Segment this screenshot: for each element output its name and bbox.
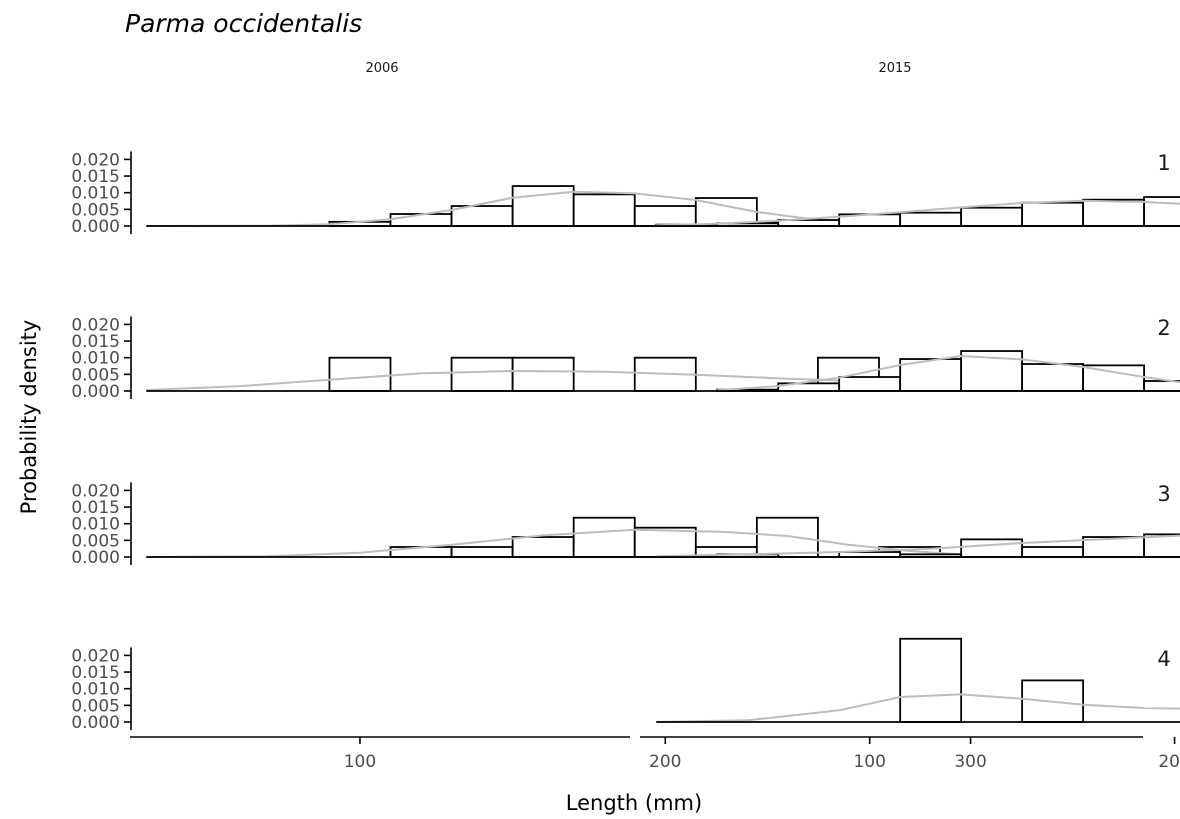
density-curve [656, 534, 1180, 558]
y-axis-label: Probability density [17, 320, 41, 515]
histogram-bar [1021, 363, 1085, 392]
row-label-2: 2 [1157, 316, 1170, 340]
y-tick-label: 0.000 [71, 217, 120, 237]
y-tick-label: 0.020 [71, 315, 120, 335]
y-tick-label: 0.020 [71, 646, 120, 666]
panel-row-3-2006 [146, 516, 1063, 558]
histogram-bar [450, 546, 514, 558]
y-tick-label: 0.010 [71, 515, 120, 535]
row-label-3: 3 [1157, 482, 1170, 506]
y-tick-label: 0.005 [71, 365, 120, 385]
y-tick-label: 0.015 [71, 498, 120, 518]
x-tick-label: 100 [344, 752, 376, 772]
histogram-bar [328, 356, 392, 392]
histogram-bar [511, 356, 575, 392]
y-tick-label: 0.010 [71, 680, 120, 700]
histogram-bar [838, 376, 902, 392]
density-curve [146, 528, 1063, 558]
histogram-bar [633, 205, 697, 227]
histogram-bar [899, 211, 963, 227]
row-label-4: 4 [1157, 647, 1170, 671]
y-tick-label: 0.015 [71, 663, 120, 683]
density-curve [656, 693, 1180, 723]
histogram-bar [450, 356, 514, 392]
panel-row-3-2015 [656, 533, 1180, 558]
histogram-bar [1021, 201, 1085, 227]
histogram-bar [1021, 546, 1085, 558]
row-label-1: 1 [1157, 151, 1170, 175]
x-tick-label: 300 [954, 752, 986, 772]
y-tick-label: 0.010 [71, 349, 120, 369]
density-curve [717, 354, 1180, 392]
y-tick-label: 0.005 [71, 696, 120, 716]
histogram-bar [572, 193, 636, 227]
histogram-bar [389, 213, 453, 227]
histogram-bar [633, 526, 697, 558]
histogram-bar [899, 637, 963, 723]
y-tick-label: 0.015 [71, 167, 120, 187]
strip-label-2015: 2015 [878, 61, 911, 76]
histogram-bar [960, 206, 1024, 227]
histogram-bar [1082, 198, 1145, 227]
histogram-bar [511, 536, 575, 558]
panel-row-2-2015 [716, 350, 1180, 392]
strip-label-2006: 2006 [365, 61, 398, 76]
y-tick-label: 0.000 [71, 382, 120, 402]
y-tick-label: 0.000 [71, 548, 120, 568]
histogram-bar [960, 538, 1024, 558]
x-axis-label: Length (mm) [566, 791, 702, 815]
x-tick-label: 200 [1158, 752, 1180, 772]
x-tick-label: 100 [853, 752, 885, 772]
y-tick-label: 0.020 [71, 150, 120, 170]
y-tick-label: 0.005 [71, 200, 120, 220]
x-tick-label: 200 [649, 752, 681, 772]
histogram-bar [755, 516, 819, 558]
y-tick-label: 0.010 [71, 184, 120, 204]
y-tick-label: 0.000 [71, 713, 120, 733]
y-tick-label: 0.015 [71, 332, 120, 352]
y-tick-label: 0.020 [71, 481, 120, 501]
chart-title: Parma occidentalis [125, 9, 362, 38]
y-tick-label: 0.005 [71, 531, 120, 551]
panel-row-4-2015 [656, 637, 1180, 723]
panel-row-1-2015 [655, 196, 1180, 227]
histogram-bar [572, 516, 636, 558]
density-curve [656, 199, 1180, 227]
